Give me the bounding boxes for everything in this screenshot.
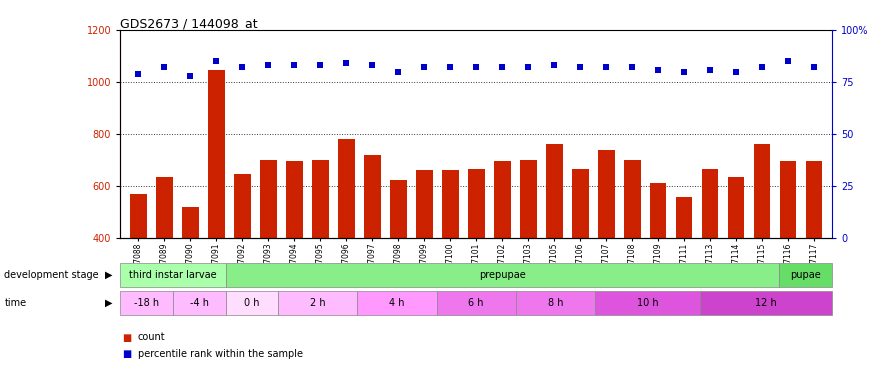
Bar	[754, 144, 771, 238]
Bar	[120, 291, 173, 315]
Text: prepupae: prepupae	[479, 270, 526, 280]
Text: 2 h: 2 h	[310, 298, 326, 308]
Text: time: time	[4, 298, 27, 307]
Text: ■: ■	[122, 333, 131, 342]
Text: ▶: ▶	[105, 270, 112, 279]
Bar	[173, 291, 226, 315]
Text: development stage: development stage	[4, 270, 99, 279]
Bar	[286, 161, 303, 238]
Text: 12 h: 12 h	[756, 298, 777, 308]
Bar	[520, 160, 537, 238]
Bar	[441, 171, 458, 238]
Text: GDS2673 / 144098_at: GDS2673 / 144098_at	[120, 17, 258, 30]
Bar	[597, 150, 614, 238]
Text: 6 h: 6 h	[468, 298, 484, 308]
Text: ▶: ▶	[105, 298, 112, 307]
Text: ■: ■	[122, 350, 131, 359]
Bar	[624, 160, 641, 238]
Bar	[676, 196, 692, 238]
Bar	[130, 194, 147, 238]
Bar	[780, 262, 832, 287]
Bar	[338, 139, 355, 238]
Bar	[390, 180, 407, 238]
Text: -4 h: -4 h	[190, 298, 209, 308]
Bar	[226, 291, 279, 315]
Text: 4 h: 4 h	[389, 298, 405, 308]
Bar	[120, 262, 226, 287]
Bar	[468, 169, 484, 238]
Bar	[358, 291, 437, 315]
Bar	[546, 144, 562, 238]
Text: count: count	[138, 333, 166, 342]
Text: third instar larvae: third instar larvae	[129, 270, 216, 280]
Bar	[595, 291, 700, 315]
Text: pupae: pupae	[790, 270, 821, 280]
Text: 0 h: 0 h	[244, 298, 260, 308]
Bar	[416, 171, 433, 238]
Bar	[727, 177, 744, 238]
Bar	[650, 183, 667, 238]
Bar	[260, 160, 277, 238]
Bar	[437, 291, 515, 315]
Bar	[494, 161, 511, 238]
Bar	[780, 161, 797, 238]
Bar	[312, 160, 328, 238]
Text: percentile rank within the sample: percentile rank within the sample	[138, 350, 303, 359]
Bar	[571, 169, 588, 238]
Bar	[700, 291, 832, 315]
Bar	[234, 174, 251, 238]
Bar	[701, 169, 718, 238]
Bar	[805, 161, 822, 238]
Bar	[182, 207, 198, 238]
Bar	[156, 177, 173, 238]
Bar	[226, 262, 780, 287]
Bar	[515, 291, 595, 315]
Bar	[208, 70, 225, 238]
Bar	[279, 291, 358, 315]
Text: 10 h: 10 h	[636, 298, 659, 308]
Text: -18 h: -18 h	[134, 298, 159, 308]
Text: 8 h: 8 h	[547, 298, 563, 308]
Bar	[364, 155, 381, 238]
